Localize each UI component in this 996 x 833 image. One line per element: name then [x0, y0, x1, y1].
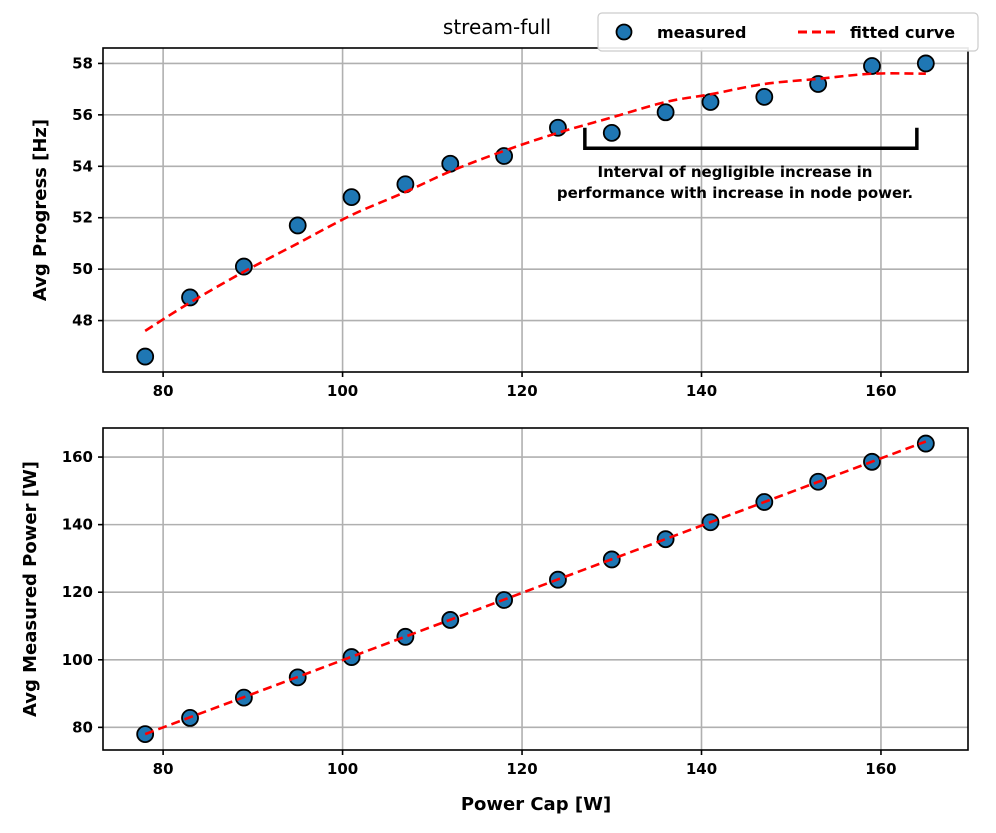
chart-title: stream-full	[443, 15, 551, 39]
legend-frame	[597, 12, 979, 52]
annotation-line-2: performance with increase in node power.	[557, 184, 913, 202]
top-measured-point	[755, 87, 774, 106]
bottom-y-tick-label: 160	[62, 448, 93, 466]
top-x-tick-label: 100	[327, 382, 358, 400]
top-plot-frame	[102, 47, 969, 373]
top-x-tick-label: 80	[153, 382, 174, 400]
bottom-x-tick-label: 140	[686, 760, 717, 778]
top-x-tick-label: 160	[865, 382, 896, 400]
top-y-tick-label: 48	[72, 312, 93, 330]
top-y-tick-label: 56	[72, 106, 93, 124]
top-y-axis-label: Avg Progress [Hz]	[30, 119, 51, 301]
top-measured-point	[863, 57, 881, 75]
bottom-y-tick-label: 140	[62, 516, 93, 534]
bottom-plot-frame	[102, 427, 969, 751]
top-measured-point	[136, 347, 155, 366]
annotation-bracket	[583, 127, 919, 151]
legend-fit-label: fitted curve	[850, 23, 955, 42]
bottom-fitted-curve	[144, 440, 927, 736]
top-y-tick-label: 52	[72, 209, 93, 227]
top-x-tick-label: 120	[506, 382, 537, 400]
bottom-measured-point	[656, 530, 675, 549]
top-x-tick-label: 140	[686, 382, 717, 400]
top-y-tick-label: 58	[72, 54, 93, 72]
top-measured-point	[602, 123, 621, 142]
top-y-tick-label: 50	[72, 260, 93, 278]
legend-measured-marker	[615, 23, 633, 41]
top-measured-point	[181, 288, 199, 307]
bottom-measured-point	[342, 648, 361, 666]
annotation-line-1: Interval of negligible increase in	[598, 163, 873, 181]
top-measured-point	[656, 103, 675, 122]
bottom-y-tick-label: 80	[72, 718, 93, 736]
bottom-y-tick-label: 120	[62, 583, 93, 601]
bottom-x-tick-label: 160	[865, 760, 896, 778]
top-measured-point	[288, 216, 307, 235]
bottom-x-tick-label: 120	[506, 760, 537, 778]
bottom-y-tick-label: 100	[62, 651, 93, 669]
top-measured-point	[495, 147, 513, 165]
legend: measured fitted curve	[597, 12, 979, 52]
bottom-measured-point	[916, 434, 935, 453]
bottom-x-tick-label: 100	[327, 760, 358, 778]
top-fitted-curve	[144, 72, 926, 332]
top-y-tick-label: 54	[72, 157, 93, 175]
bottom-measured-point	[396, 627, 415, 646]
legend-measured-label: measured	[657, 23, 746, 42]
top-measured-point	[342, 188, 361, 207]
bottom-x-tick-label: 80	[153, 760, 174, 778]
top-measured-point	[916, 54, 935, 73]
bottom-y-axis-label: Avg Measured Power [W]	[20, 461, 41, 717]
x-axis-label: Power Cap [W]	[461, 794, 611, 815]
